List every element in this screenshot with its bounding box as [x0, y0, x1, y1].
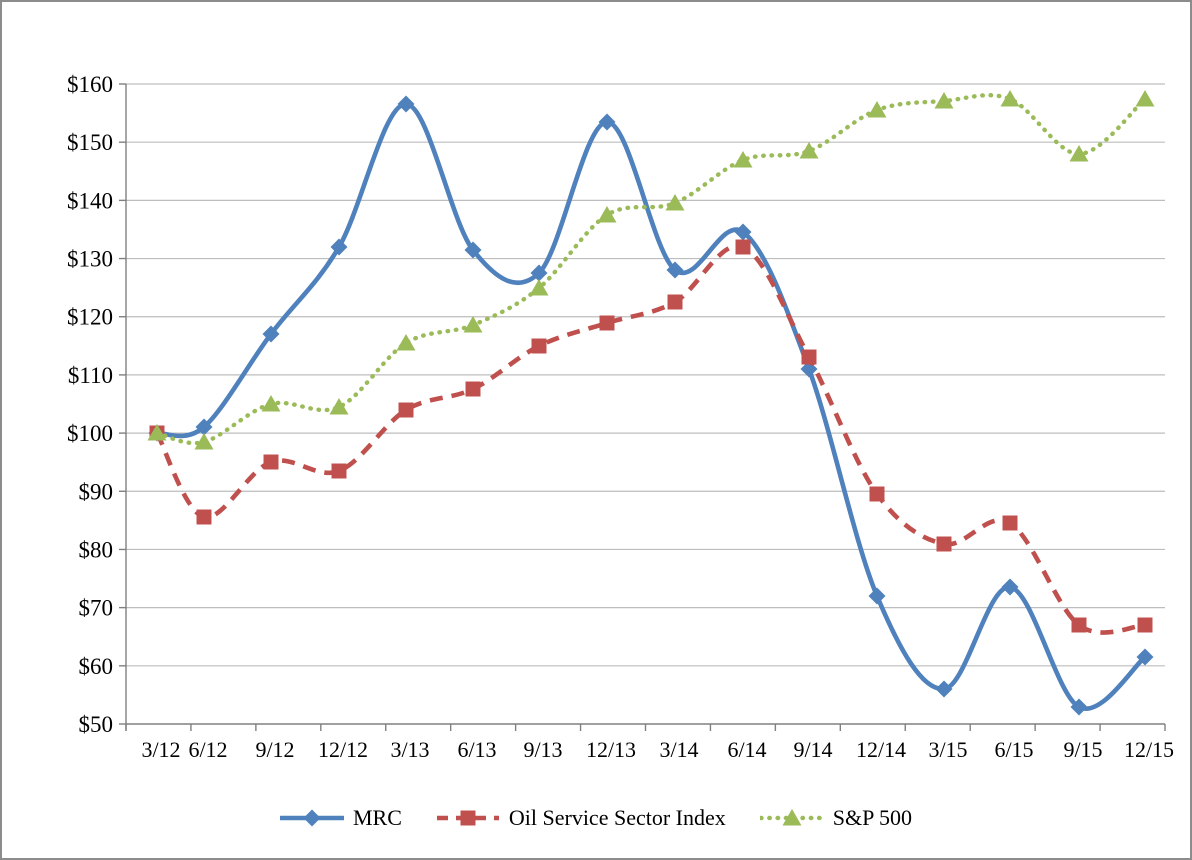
x-axis-label: 6/15: [994, 737, 1033, 762]
s-p-500-marker-icon: [597, 206, 617, 223]
mrc-marker-icon: [868, 587, 886, 605]
y-axis-label: $70: [79, 596, 114, 621]
s-p-500-marker-icon: [1069, 145, 1089, 162]
x-axis-label: 12/13: [586, 737, 636, 762]
mrc-marker-icon: [1070, 698, 1088, 716]
legend-label-mrc: MRC: [352, 805, 402, 830]
x-axis-label: 6/13: [457, 737, 496, 762]
x-axis-label: 12/12: [318, 737, 368, 762]
oil-service-sector-index-marker-icon: [801, 349, 817, 365]
mrc-marker-icon: [734, 223, 752, 241]
series-line-s-p-500: [154, 93, 1148, 446]
oil-service-sector-index-marker-icon: [1002, 515, 1018, 531]
oil-service-sector-index-marker-icon: [869, 486, 885, 502]
legend-label-oil-service-sector-index: Oil Service Sector Index: [508, 805, 726, 830]
mrc-marker-icon: [195, 418, 213, 436]
x-axis-label: 3/14: [659, 737, 698, 762]
oil-service-sector-index-marker-icon: [667, 294, 683, 310]
series-line-mrc: [154, 101, 1148, 711]
oil-service-sector-index-marker-icon: [936, 536, 952, 552]
s-p-500-marker-icon: [329, 398, 349, 415]
x-axis-label: 9/15: [1063, 737, 1102, 762]
oil-service-sector-index-marker-icon: [1137, 617, 1153, 633]
s-p-500-marker-icon: [799, 142, 819, 159]
x-axis-label: 12/14: [856, 737, 906, 762]
mrc-marker-icon: [464, 241, 482, 259]
series-s-p-500: [147, 90, 1155, 450]
legend-item-mrc: MRC: [279, 805, 402, 830]
y-axis-label: $80: [79, 537, 114, 562]
oil-service-sector-index-marker-icon: [331, 463, 347, 479]
oil-service-sector-index-marker-icon: [263, 454, 279, 470]
x-axis-label: 9/12: [255, 737, 294, 762]
y-axis-label: $120: [67, 305, 113, 330]
series-oil-service-sector-index: [149, 239, 1153, 635]
oil-service-sector-index-marker-icon: [735, 239, 751, 255]
legend-marker-icon: [460, 810, 476, 826]
x-axis-label: 6/12: [188, 737, 227, 762]
y-axis-label: $150: [67, 130, 113, 155]
y-axis-label: $60: [79, 654, 114, 679]
mrc-marker-icon: [530, 264, 548, 282]
legend-marker-icon: [782, 809, 802, 826]
oil-service-sector-index-marker-icon: [531, 338, 547, 354]
s-p-500-marker-icon: [733, 151, 753, 168]
chart-legend: MRC Oil Service Sector Index S&P 500: [2, 799, 1190, 837]
oil-service-sector-index-marker-icon: [1071, 617, 1087, 633]
y-axis-label: $140: [67, 188, 113, 213]
y-axis-label: $90: [79, 479, 114, 504]
oil-service-line-marker-icon: [436, 810, 499, 826]
y-axis-label: $160: [67, 72, 113, 97]
x-axis-label: 6/14: [727, 737, 766, 762]
x-axis-label: 3/12: [141, 737, 180, 762]
y-axis-label: $50: [79, 712, 114, 737]
oil-service-sector-index-marker-icon: [196, 509, 212, 525]
s-p-500-marker-icon: [396, 334, 416, 351]
y-axis-label: $130: [67, 247, 113, 272]
oil-service-sector-index-marker-icon: [398, 402, 414, 418]
s-p-500-marker-icon: [1000, 90, 1020, 107]
legend-label-sp500: S&P 500: [832, 805, 913, 830]
mrc-marker-icon: [935, 680, 953, 698]
y-axis-label: $100: [67, 421, 113, 446]
legend-item-oil-service-sector-index: Oil Service Sector Index: [436, 807, 726, 829]
mrc-marker-icon: [1136, 648, 1154, 666]
s-p-500-marker-icon: [934, 92, 954, 109]
mrc-marker-icon: [397, 95, 415, 113]
series-line-oil-service-sector-index: [154, 243, 1146, 635]
s-p-500-marker-icon: [1135, 90, 1155, 107]
x-axis-label: 9/14: [793, 737, 832, 762]
s-p-500-marker-icon: [463, 316, 483, 333]
mrc-line-marker-icon: [279, 809, 344, 827]
mrc-marker-icon: [330, 238, 348, 256]
s-p-500-marker-icon: [147, 424, 167, 441]
mrc-marker-icon: [262, 325, 280, 343]
oil-service-sector-index-marker-icon: [599, 315, 615, 331]
mrc-marker-icon: [666, 261, 684, 279]
series-mrc: [148, 95, 1154, 716]
legend-item-sp500: S&P 500: [759, 805, 913, 830]
mrc-marker-icon: [598, 113, 616, 131]
mrc-marker-icon: [1001, 578, 1019, 596]
s-p-500-marker-icon: [665, 194, 685, 211]
x-axis-label: 9/13: [523, 737, 562, 762]
oil-service-sector-index-marker-icon: [465, 381, 481, 397]
s-p-500-marker-icon: [261, 395, 281, 412]
s-p-500-marker-icon: [529, 279, 549, 296]
legend-marker-icon: [303, 809, 321, 827]
y-axis-label: $110: [68, 363, 113, 388]
x-axis-label: 12/15: [1124, 737, 1174, 762]
s-p-500-marker-icon: [867, 101, 887, 118]
x-axis-label: 3/15: [928, 737, 967, 762]
sp500-line-marker-icon: [759, 809, 824, 826]
s-p-500-marker-icon: [194, 433, 214, 450]
x-axis-label: 3/13: [390, 737, 429, 762]
